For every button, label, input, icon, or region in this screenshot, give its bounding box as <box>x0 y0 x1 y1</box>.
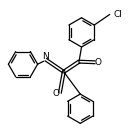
Text: Cl: Cl <box>113 10 122 19</box>
Text: O: O <box>94 58 101 67</box>
Text: O: O <box>53 89 60 98</box>
Text: N: N <box>42 52 48 61</box>
